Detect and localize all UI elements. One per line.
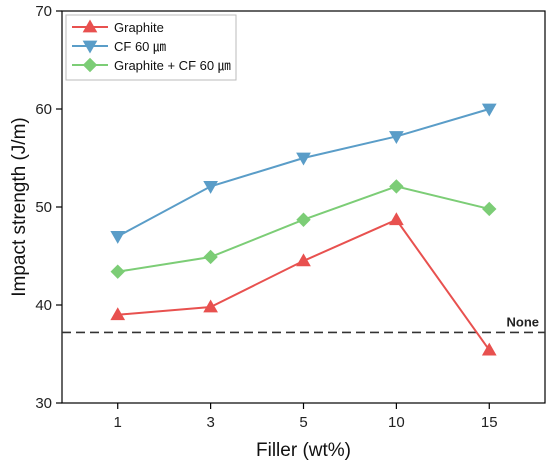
legend-marker (82, 40, 98, 54)
data-point (296, 253, 311, 267)
reference-line-group: None (62, 314, 545, 334)
legend: Graphite CF 60 ㎛ Graphite + CF 60 ㎛ (65, 14, 237, 81)
data-point (482, 201, 497, 217)
x-tick-label: 3 (206, 414, 214, 431)
y-tick-label: 70 (35, 3, 52, 20)
data-point (203, 249, 218, 265)
series-line (117, 218, 491, 351)
x-tick-label: 1 (114, 414, 122, 431)
data-point (110, 264, 125, 279)
x-tick-label: 15 (481, 414, 498, 431)
data-point (389, 212, 404, 226)
x-tick-label: 10 (388, 414, 405, 431)
series-group (110, 103, 497, 356)
legend-label: CF 60 ㎛ (114, 39, 166, 55)
data-point (296, 152, 311, 166)
data-point (110, 307, 126, 321)
y-tick-label: 60 (35, 101, 52, 118)
y-tick-label: 50 (35, 199, 52, 216)
x-axis-title: Filler (wt%) (256, 440, 351, 461)
data-point (481, 103, 497, 117)
legend-label: Graphite + CF 60 ㎛ (114, 58, 231, 74)
legend-label: Graphite (114, 20, 164, 35)
series-3 (110, 179, 497, 279)
reference-line-label: None (507, 314, 540, 329)
data-point (203, 299, 218, 313)
legend-box (65, 14, 237, 81)
y-tick-label: 30 (35, 395, 52, 412)
axis-group: 30 40 50 60 70 1 3 5 10 15 (35, 3, 497, 431)
data-point (296, 212, 311, 227)
data-point (389, 179, 404, 194)
data-point (203, 181, 218, 194)
data-point (481, 342, 497, 356)
series-2 (110, 103, 497, 244)
data-point (110, 231, 126, 244)
data-point (389, 131, 404, 144)
x-tick-label: 5 (299, 414, 307, 431)
legend-marker (82, 19, 98, 33)
y-tick-label: 40 (35, 297, 52, 314)
legend-marker (82, 57, 98, 73)
series-1 (110, 212, 497, 356)
y-axis-title: Impact strength (J/m) (9, 117, 30, 297)
